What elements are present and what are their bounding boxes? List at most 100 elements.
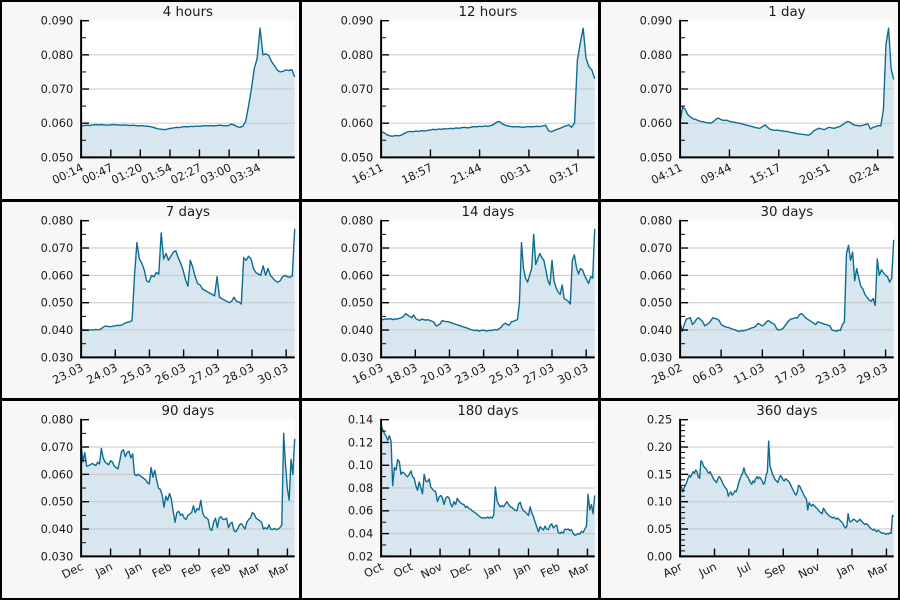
chart-title: 1 day bbox=[769, 5, 806, 20]
chart-title: 180 days bbox=[457, 404, 518, 419]
chart-panel-180-days: 0.02 0.04 0.06 0.08 0.10 0.12 0.14 Oct Oct Nov Dec… bbox=[301, 401, 599, 598]
y-tick-label: 0.10 bbox=[647, 495, 672, 509]
x-tick-label: 15:17 bbox=[748, 160, 784, 187]
x-tick-label: Mar bbox=[866, 559, 892, 581]
x-tick-label: 18.03 bbox=[384, 360, 419, 387]
y-tick-label: 0.050 bbox=[41, 295, 74, 309]
y-tick-label: 0.06 bbox=[348, 504, 373, 518]
series-area bbox=[81, 28, 295, 158]
x-tick-label: Nov bbox=[418, 559, 444, 581]
series-line bbox=[81, 27, 296, 131]
x-tick-label: Mar bbox=[237, 559, 263, 581]
x-tick-label: Mar bbox=[566, 559, 592, 581]
y-tick-label: 0.070 bbox=[340, 82, 373, 96]
chart-title: 90 days bbox=[162, 404, 215, 419]
x-tick-label: 02:24 bbox=[847, 160, 883, 187]
x-tick-label: Nov bbox=[796, 559, 822, 581]
y-tick-label: 0.20 bbox=[647, 440, 672, 454]
y-tick-label: 0.060 bbox=[640, 116, 673, 130]
x-tick-label: 17.03 bbox=[773, 360, 808, 387]
y-tick-label: 0.090 bbox=[340, 14, 373, 28]
x-tick-label: 16.03 bbox=[350, 360, 385, 387]
series-line bbox=[679, 440, 895, 536]
y-tick-label: 0.080 bbox=[41, 413, 74, 427]
chart-title: 7 days bbox=[166, 204, 210, 219]
y-tick-label: 0.080 bbox=[640, 213, 673, 227]
x-tick-label: Feb bbox=[179, 560, 203, 581]
y-tick-label: 0.070 bbox=[41, 440, 74, 454]
y-tick-label: 0.050 bbox=[340, 295, 373, 309]
chart-4-hours: 0.0500.0600.0700.0800.09000:1400:4701:20… bbox=[41, 5, 296, 187]
x-tick-label: Jan bbox=[510, 560, 533, 581]
y-tick-label: 0.070 bbox=[640, 82, 673, 96]
chart-7-days: 0.030 0.040 0.050 0.060 0.070 0.080 23.0324.03… bbox=[41, 204, 296, 387]
chart-title: 4 hours bbox=[163, 5, 213, 20]
x-tick-label: 23.03 bbox=[814, 360, 849, 387]
x-tick-label: 20:51 bbox=[797, 160, 833, 187]
series-area bbox=[680, 239, 895, 358]
x-tick-label: 09:44 bbox=[698, 160, 734, 187]
y-tick-label: 0.04 bbox=[348, 527, 373, 541]
y-tick-label: 0.060 bbox=[41, 268, 74, 282]
chart-panel-1-day: 0.050 0.060 0.070 0.080 0.090 04:11 09:44 15:17… bbox=[601, 2, 898, 199]
series-area bbox=[380, 228, 595, 358]
y-tick-label: 0.090 bbox=[640, 14, 673, 28]
x-tick-label: Jan bbox=[834, 560, 857, 581]
y-tick-label: 0.050 bbox=[640, 150, 673, 164]
y-tick-label: 0.00 bbox=[647, 550, 672, 564]
x-tick-label: Mar bbox=[266, 559, 292, 581]
x-tick-label: Jan bbox=[480, 560, 503, 581]
y-tick-label: 0.090 bbox=[41, 14, 74, 28]
y-tick-label: 0.10 bbox=[348, 459, 373, 473]
x-tick-label: 28.02 bbox=[649, 360, 684, 387]
y-tick-label: 0.080 bbox=[41, 213, 74, 227]
x-tick-label: 04:11 bbox=[649, 160, 685, 187]
chart-1-day: 0.050 0.060 0.070 0.080 0.090 04:11 09:44 15:17… bbox=[640, 5, 895, 187]
x-tick-label: 21:44 bbox=[448, 160, 484, 187]
x-tick-label: Jan bbox=[92, 560, 115, 581]
y-tick-label: 0.14 bbox=[348, 413, 373, 427]
x-tick-label: 03:17 bbox=[546, 160, 582, 187]
chart-title: 360 days bbox=[757, 404, 818, 419]
y-tick-label: 0.060 bbox=[41, 468, 74, 482]
x-tick-label: 11.03 bbox=[732, 360, 767, 387]
y-tick-label: 0.070 bbox=[41, 82, 74, 96]
y-tick-label: 0.02 bbox=[348, 550, 373, 564]
chart-title: 14 days bbox=[461, 204, 514, 219]
x-tick-label: Oct bbox=[391, 559, 415, 580]
x-tick-label: Feb bbox=[209, 560, 233, 581]
y-tick-label: 0.050 bbox=[640, 295, 673, 309]
x-tick-label: Jun bbox=[696, 560, 719, 581]
y-tick-label: 0.070 bbox=[340, 241, 373, 255]
x-tick-label: 29.03 bbox=[855, 360, 890, 387]
x-tick-label: 00:31 bbox=[497, 160, 533, 187]
series-line bbox=[380, 228, 596, 332]
y-tick-label: 0.070 bbox=[41, 241, 74, 255]
chart-panel-30-days: 0.030 0.040 0.050 0.060 0.070 0.080 28.02 06.03… bbox=[601, 201, 898, 399]
series-area bbox=[380, 425, 595, 557]
series-line bbox=[679, 239, 895, 332]
series-area bbox=[81, 433, 295, 557]
y-tick-label: 0.060 bbox=[340, 116, 373, 130]
y-tick-label: 0.050 bbox=[340, 150, 373, 164]
series-line bbox=[80, 228, 296, 331]
chart-panel-12-hours: 0.050 0.060 0.070 0.080 0.090 16:11 18:57 21:44… bbox=[301, 2, 599, 199]
y-tick-label: 0.05 bbox=[647, 522, 672, 536]
y-tick-label: 0.040 bbox=[640, 323, 673, 337]
x-tick-label: 16:11 bbox=[349, 160, 385, 187]
y-tick-label: 0.030 bbox=[340, 350, 373, 364]
chart-30-days: 0.030 0.040 0.050 0.060 0.070 0.080 28.02 06.03… bbox=[640, 204, 895, 387]
series-area bbox=[81, 228, 295, 358]
x-tick-label: 30.03 bbox=[255, 360, 290, 387]
series-line bbox=[380, 425, 596, 537]
x-tick-label: Sep bbox=[762, 560, 787, 582]
y-tick-label: 0.050 bbox=[41, 150, 74, 164]
y-tick-label: 0.12 bbox=[348, 436, 373, 450]
x-tick-label: 06.03 bbox=[690, 360, 725, 387]
y-tick-label: 0.060 bbox=[340, 268, 373, 282]
chart-title: 30 days bbox=[761, 204, 814, 219]
chart-12-hours: 0.050 0.060 0.070 0.080 0.090 16:11 18:57 21:44… bbox=[340, 5, 596, 187]
x-tick-label: 20.03 bbox=[418, 360, 453, 387]
